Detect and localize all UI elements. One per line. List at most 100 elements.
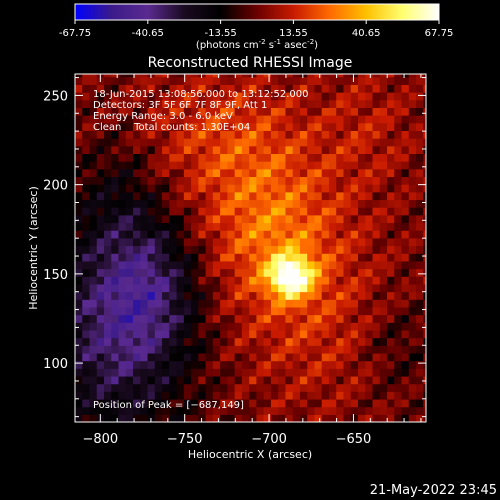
heatmap-cell (365, 207, 374, 216)
heatmap-cell (154, 214, 163, 224)
heatmap-cell (176, 130, 185, 139)
heatmap-cell (241, 168, 250, 178)
heatmap-cell (118, 291, 127, 300)
heatmap-cell (140, 145, 149, 155)
heatmap-cell (365, 276, 374, 285)
heatmap-cell (220, 138, 228, 147)
heatmap-cell (379, 245, 388, 254)
heatmap-cell (220, 383, 228, 392)
heatmap-cell (372, 291, 381, 300)
heatmap-cell (423, 184, 426, 193)
heatmap-cell (321, 222, 330, 231)
heatmap-cell (365, 398, 374, 408)
heatmap-cell (147, 268, 156, 277)
heatmap-cell (104, 99, 112, 108)
heatmap-cell (234, 153, 243, 162)
heatmap-cell (314, 368, 323, 377)
heatmap-cell (191, 314, 199, 323)
heatmap-cell (328, 406, 337, 415)
heatmap-cell (365, 260, 374, 270)
heatmap-cell (357, 74, 366, 78)
heatmap-cell (96, 207, 105, 216)
heatmap-cell (89, 360, 98, 369)
heatmap-cell (416, 99, 424, 108)
heatmap-cell (256, 115, 265, 124)
heatmap-cell (249, 375, 258, 385)
heatmap-cell (249, 145, 258, 155)
heatmap-cell (321, 199, 330, 208)
heatmap-cell (125, 398, 134, 408)
heatmap-cell (350, 74, 359, 78)
heatmap-cell (321, 368, 330, 377)
heatmap-cell (82, 214, 91, 224)
heatmap-cell (365, 161, 374, 170)
heatmap-cell (307, 222, 316, 231)
heatmap-cell (408, 398, 417, 408)
heatmap-cell (372, 214, 381, 224)
heatmap-cell (75, 291, 83, 300)
heatmap-cell (212, 398, 221, 408)
heatmap-cell (328, 253, 337, 262)
heatmap-cell (234, 145, 243, 155)
heatmap-cell (299, 299, 308, 308)
heatmap-cell (379, 260, 388, 270)
heatmap-cell (140, 360, 149, 369)
heatmap-cell (104, 352, 112, 362)
heatmap-cell (408, 230, 417, 239)
heatmap-cell (75, 222, 83, 231)
heatmap-cell (220, 306, 228, 316)
heatmap-cell (321, 207, 330, 216)
heatmap-cell (212, 391, 221, 400)
heatmap-cell (147, 414, 156, 422)
heatmap-cell (89, 115, 98, 124)
heatmap-cell (336, 153, 345, 162)
heatmap-cell (321, 184, 330, 193)
heatmap-cell (321, 391, 330, 400)
heatmap-cell (234, 337, 243, 346)
heatmap-cell (162, 99, 170, 108)
heatmap-cell (183, 245, 192, 254)
heatmap-cell (75, 383, 83, 392)
heatmap-cell (191, 260, 199, 270)
heatmap-cell (285, 74, 294, 78)
heatmap-cell (220, 360, 228, 369)
heatmap-cell (270, 207, 279, 216)
heatmap-cell (350, 299, 359, 308)
heatmap-cell (256, 230, 265, 239)
heatmap-cell (191, 253, 199, 262)
observation-annotations: 18-Jun-2015 13:08:56.000 to 13:12:52.000… (93, 89, 309, 133)
heatmap-cell (104, 214, 112, 224)
heatmap-cell (147, 130, 156, 139)
heatmap-cell (299, 352, 308, 362)
heatmap-cell (82, 314, 91, 323)
heatmap-cell (104, 237, 112, 247)
heatmap-cell (423, 207, 426, 216)
heatmap-cell (133, 391, 141, 400)
heatmap-cell (75, 414, 83, 422)
heatmap-cell (416, 76, 424, 85)
heatmap-cell (379, 168, 388, 178)
heatmap-cell (394, 207, 403, 216)
heatmap-cell (104, 176, 112, 185)
heatmap-cell (133, 122, 141, 131)
heatmap-cell (387, 253, 395, 262)
heatmap-cell (118, 322, 127, 331)
heatmap-cell (256, 168, 265, 178)
heatmap-cell (125, 107, 134, 116)
heatmap-cell (125, 92, 134, 101)
heatmap-cell (328, 76, 337, 85)
heatmap-cell (183, 291, 192, 300)
heatmap-cell (350, 375, 359, 385)
heatmap-cell (336, 337, 345, 346)
heatmap-cell (270, 161, 279, 170)
heatmap-cell (241, 138, 250, 147)
heatmap-cell (176, 207, 185, 216)
heatmap-cell (183, 391, 192, 400)
heatmap-cell (343, 314, 352, 323)
heatmap-cell (220, 237, 228, 247)
heatmap-cell (241, 84, 250, 93)
heatmap-cell (249, 207, 258, 216)
heatmap-cell (118, 314, 127, 323)
heatmap-cell (205, 299, 214, 308)
heatmap-cell (263, 245, 272, 254)
